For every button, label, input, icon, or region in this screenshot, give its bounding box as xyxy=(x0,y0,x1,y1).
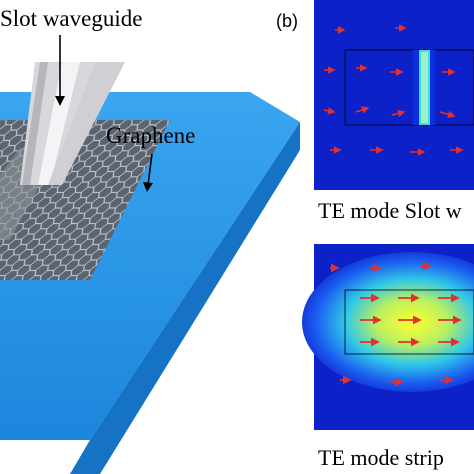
caption: TE mode Slot w xyxy=(318,198,462,223)
device-illustration xyxy=(0,62,300,474)
panel-label: (b) xyxy=(276,11,298,31)
annotation-arrow xyxy=(147,153,153,186)
arrow-head xyxy=(143,182,153,192)
annotation: Graphene xyxy=(106,123,195,148)
caption: TE mode strip xyxy=(318,445,444,470)
annotation: Slot waveguide xyxy=(0,6,142,31)
arrow-head xyxy=(55,96,65,106)
strip-mode-field xyxy=(302,244,474,430)
slot-mode-field xyxy=(314,0,474,190)
